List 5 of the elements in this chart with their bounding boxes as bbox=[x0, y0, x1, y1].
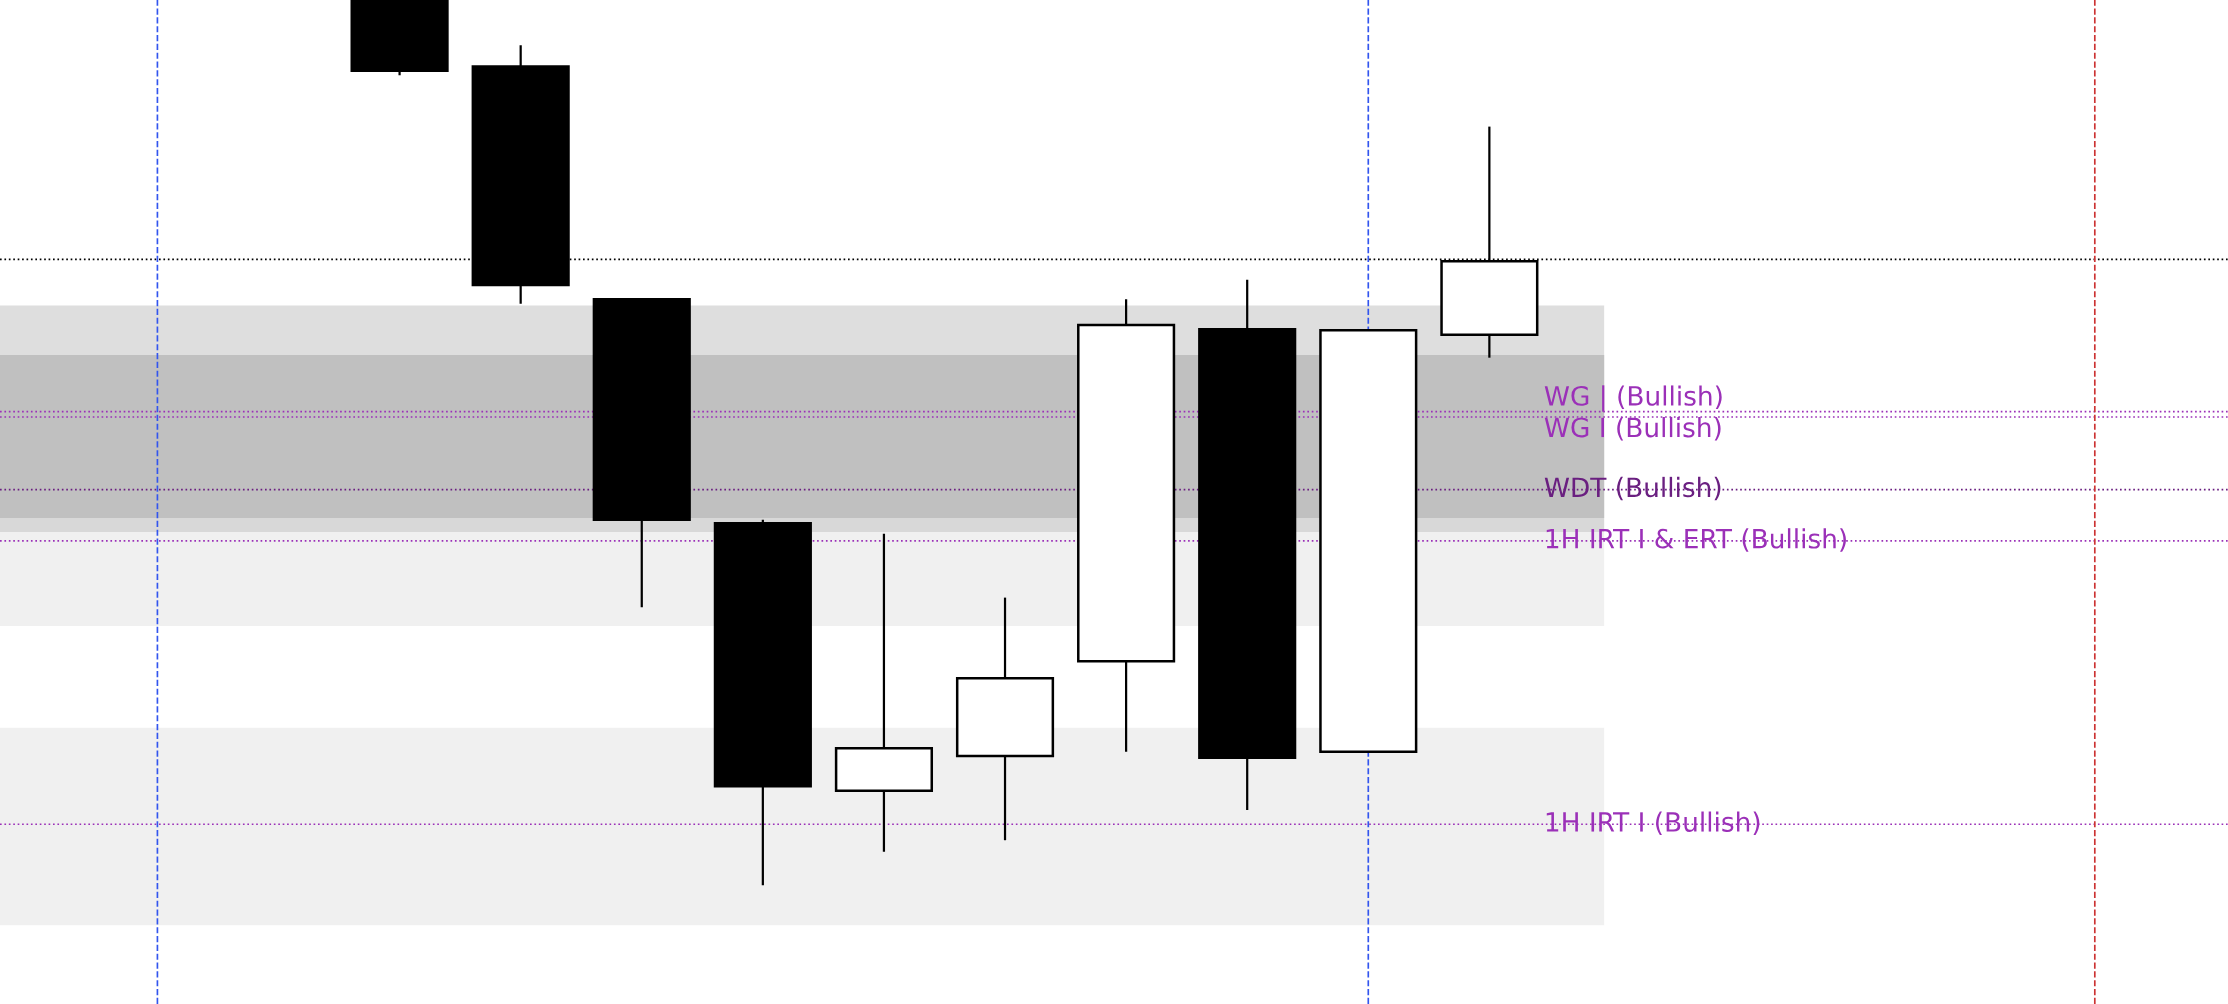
ref-line-label: WG I (Bullish) bbox=[1544, 417, 1721, 441]
ref-line-label: 1H IRT I & ERT (Bullish) bbox=[1546, 528, 1846, 552]
ref-line-label: WG | (Bullish) bbox=[1544, 385, 1722, 412]
ref-line-label: WDT (Bullish) bbox=[1544, 476, 1721, 501]
ref-line-label: 1H IRT I (Bullish) bbox=[1546, 811, 1760, 836]
